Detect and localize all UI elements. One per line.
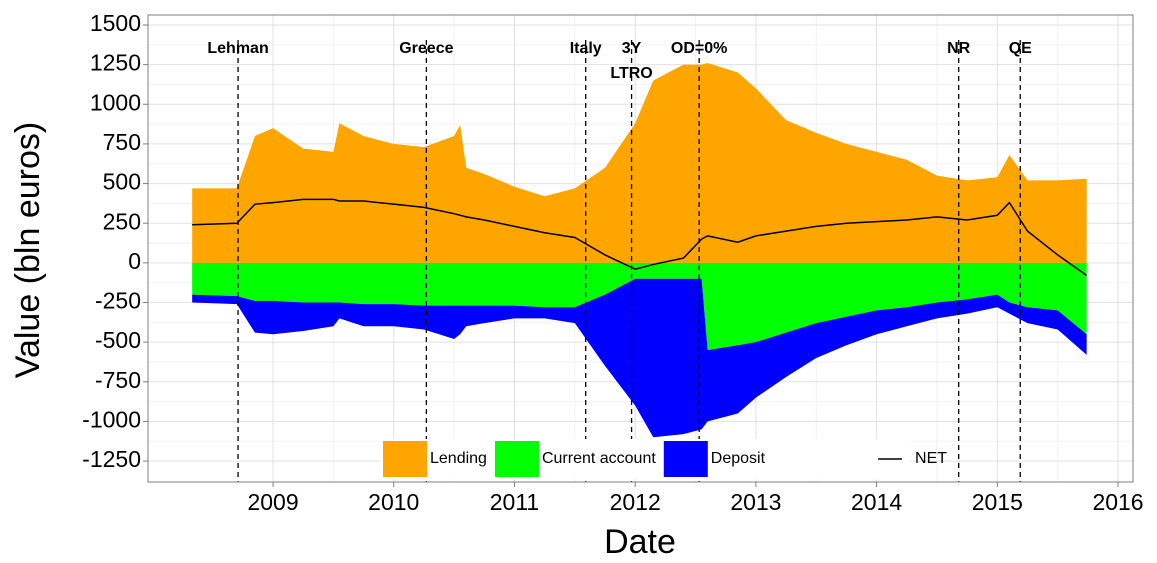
y-tick-label: 500 (103, 169, 141, 195)
legend-label: Current account (542, 450, 656, 467)
y-tick-label: -1250 (82, 446, 141, 472)
legend-background (380, 439, 910, 479)
x-tick-label: 2016 (1092, 489, 1143, 515)
x-tick-label: 2009 (247, 489, 298, 515)
y-tick-label: -1000 (82, 407, 141, 433)
area (192, 262, 1087, 351)
event-label: Greece (399, 40, 453, 57)
legend-swatch (663, 441, 708, 477)
x-tick-label: 2012 (610, 489, 661, 515)
legend-swatch (383, 441, 427, 477)
x-tick-label: 2013 (730, 489, 781, 515)
annotations: Lehman Greece Italy 3Y LTRO OD=0% NR QE (207, 40, 1032, 482)
event-label: QE (1009, 40, 1032, 57)
event-label: Lehman (207, 40, 268, 57)
legend-label: NET (915, 450, 947, 467)
legend-swatch (494, 441, 539, 477)
event-label: LTRO (610, 65, 652, 82)
x-tick-label: 2011 (490, 489, 539, 515)
y-tick-label: -250 (95, 288, 141, 314)
y-tick-label: 250 (103, 208, 141, 234)
event-label: OD=0% (671, 40, 727, 57)
plot-border (147, 14, 1134, 483)
y-axis-title: Value (bln euros) (9, 122, 47, 378)
legend-label: Lending (430, 450, 487, 467)
event-label: NR (947, 40, 971, 57)
event-label: Italy (570, 40, 602, 57)
axes: 1500 1250 1000 750 500 250 0 -250 -500 -750 -1000 -… (82, 10, 1143, 515)
y-tick-label: -500 (95, 327, 141, 353)
lines (192, 198, 1088, 277)
y-tick-label: 0 (128, 248, 141, 274)
areas (192, 63, 1087, 438)
net-line (192, 198, 1088, 277)
x-tick-label: 2010 (368, 489, 419, 515)
area (192, 63, 1087, 263)
y-tick-label: 1250 (90, 50, 141, 76)
y-tick-label: -750 (95, 367, 141, 393)
y-tick-label: 750 (103, 129, 141, 155)
event-label: 3Y (622, 40, 642, 57)
y-tick-label: 1000 (90, 89, 141, 115)
y-tick-label: 1500 (90, 10, 141, 36)
x-tick-label: 2014 (851, 489, 902, 515)
area (192, 278, 1087, 438)
legend: Lending Current account Deposit NET (380, 439, 947, 479)
legend-label: Deposit (711, 450, 766, 467)
x-axis-title: Date (604, 523, 676, 561)
x-tick-label: 2015 (972, 489, 1023, 515)
